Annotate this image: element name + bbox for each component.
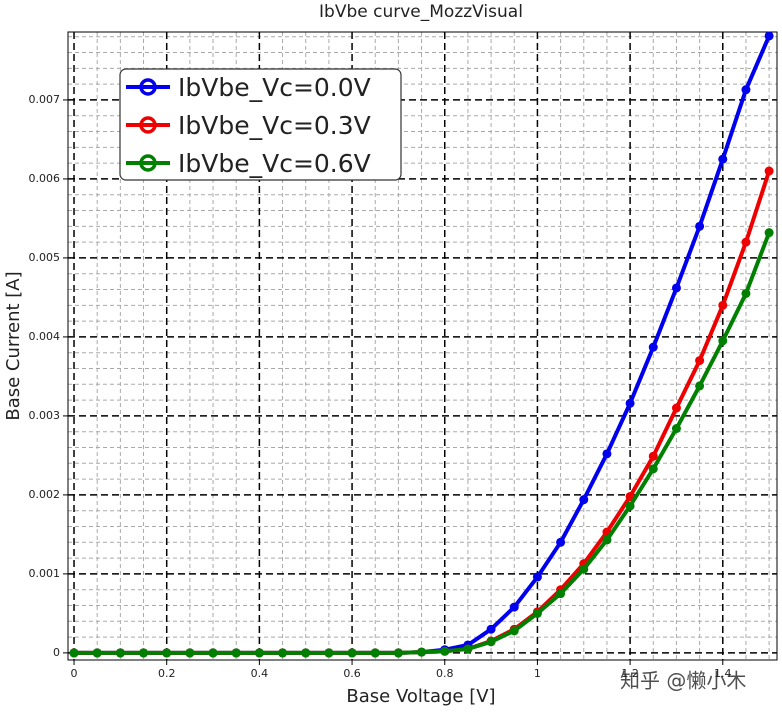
x-tick-label: 1 (534, 667, 541, 680)
data-point (231, 648, 241, 658)
legend-label: IbVbe_Vc=0.3V (178, 111, 371, 140)
plot-frame (67, 31, 778, 661)
data-point (347, 648, 357, 658)
legend-marker (139, 116, 157, 134)
data-point (463, 644, 473, 654)
data-point (671, 424, 681, 434)
data-point (254, 648, 264, 658)
y-tick-label: 0.007 (29, 93, 61, 106)
data-point (115, 648, 125, 658)
data-point (718, 154, 728, 164)
data-point (92, 648, 102, 658)
data-point (764, 166, 774, 176)
data-point (695, 356, 705, 366)
data-point (509, 626, 519, 636)
data-point (625, 501, 635, 511)
y-axis-label: Base Current [A] (3, 271, 24, 420)
x-tick-label: 0.2 (158, 667, 176, 680)
data-point (648, 342, 658, 352)
legend-box (119, 68, 402, 181)
watermark: 知乎 @懒小木 (620, 669, 746, 693)
data-point (625, 398, 635, 408)
data-point (695, 381, 705, 391)
data-point (648, 464, 658, 474)
data-point (532, 572, 542, 582)
data-point (764, 228, 774, 238)
data-point (764, 31, 774, 41)
data-point (278, 648, 288, 658)
data-point (417, 647, 427, 657)
data-point (185, 648, 195, 658)
x-tick-label: 0.8 (436, 667, 454, 680)
x-tick-label: 1.2 (621, 667, 639, 680)
y-tick-label: 0.001 (29, 567, 61, 580)
y-tick-label: 0 (53, 646, 60, 659)
data-point (741, 237, 751, 247)
data-point (393, 648, 403, 658)
x-tick-label: 0 (71, 667, 78, 680)
data-point (509, 602, 519, 612)
data-point (440, 646, 450, 656)
data-point (602, 535, 612, 545)
data-point (741, 288, 751, 298)
legend-marker (139, 154, 157, 172)
data-point (741, 85, 751, 95)
data-point (486, 637, 496, 647)
data-point (301, 648, 311, 658)
data-point (324, 648, 334, 658)
x-tick-label: 0.4 (251, 667, 269, 680)
data-point (579, 564, 589, 574)
legend: IbVbe_Vc=0.0V IbVbe_Vc=0.3V IbVbe_Vc=0.6V (119, 68, 402, 181)
data-point (556, 589, 566, 599)
legend-label: IbVbe_Vc=0.0V (178, 73, 371, 102)
chart-title: IbVbe curve_MozzVisual (319, 2, 523, 22)
data-point (556, 537, 566, 547)
data-point (579, 495, 589, 505)
data-point (602, 449, 612, 459)
y-tick-label: 0.004 (29, 330, 61, 343)
data-point (370, 648, 380, 658)
data-point (486, 624, 496, 634)
data-point (532, 608, 542, 618)
y-tick-label: 0.002 (29, 488, 61, 501)
x-tick-label: 1.4 (714, 667, 732, 680)
data-point (671, 283, 681, 293)
data-point (718, 336, 728, 346)
data-point (69, 648, 79, 658)
data-point (208, 648, 218, 658)
y-tick-label: 0.003 (29, 409, 61, 422)
y-tick-label: 0.006 (29, 172, 61, 185)
data-point (162, 648, 172, 658)
data-point (671, 403, 681, 413)
data-point (648, 451, 658, 461)
legend-label: IbVbe_Vc=0.6V (178, 149, 371, 178)
data-point (695, 221, 705, 231)
data-point (139, 648, 149, 658)
legend-marker (139, 78, 157, 96)
x-tick-label: 0.6 (343, 667, 361, 680)
y-tick-label: 0.005 (29, 251, 61, 264)
x-axis-label: Base Voltage [V] (346, 686, 495, 707)
data-point (718, 300, 728, 310)
